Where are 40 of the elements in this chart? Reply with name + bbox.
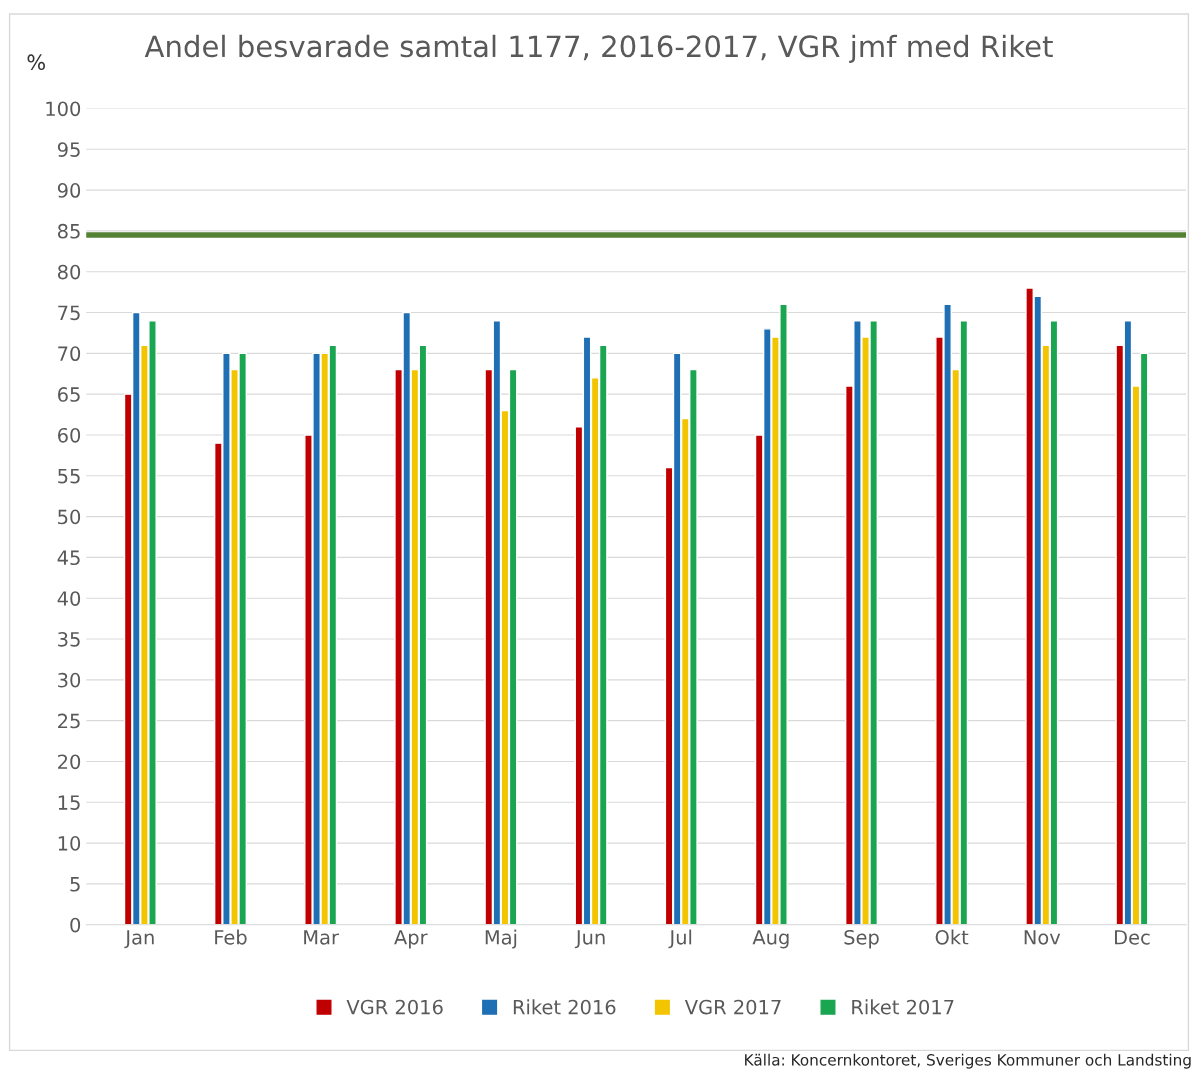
y-tick-label: 65 <box>58 387 80 402</box>
y-tick-label: 40 <box>57 591 81 606</box>
text: Källa: Koncernkontoret, Sveriges Kommuner och Landsting <box>745 1053 1191 1069</box>
y-tick-label: 60 <box>58 427 81 443</box>
y-tick-label: 30 <box>58 672 81 688</box>
y-tick-label: 55 <box>58 468 80 484</box>
y-tick-label: 35 <box>58 631 80 647</box>
x-tick-label: Feb <box>215 929 247 945</box>
x-tick-label: Nov <box>1024 930 1061 945</box>
x-tick-label: Mar <box>304 930 339 945</box>
x-tick-label: Jul <box>668 929 692 949</box>
legend-label: VGR 2017 <box>684 999 781 1015</box>
y-tick-label: 100 <box>46 101 81 117</box>
x-tick-label: Maj <box>485 929 517 949</box>
y-tick-label: 10 <box>58 836 81 851</box>
y-tick-label: 75 <box>58 305 80 321</box>
y-tick-label: 80 <box>57 264 81 280</box>
y-tick-label: 95 <box>57 142 80 157</box>
y-tick-label: 45 <box>57 550 80 566</box>
y-tick-label: 0 <box>70 917 81 933</box>
y-tick-label: 15 <box>58 795 80 810</box>
y-tick-label: 20 <box>58 754 81 770</box>
x-tick-label: Aug <box>752 930 789 949</box>
x-tick-label: Sep <box>844 929 879 949</box>
y-tick-label: 50 <box>58 509 81 525</box>
chart-title: Andel besvarade samtal 1177, 2016-2017, VGR jmf med Riket <box>144 34 1053 63</box>
x-tick-label: Apr <box>394 930 428 949</box>
legend-label: VGR 2016 <box>346 999 443 1015</box>
y-tick-label: 25 <box>58 713 80 729</box>
x-tick-label: Jan <box>124 930 154 949</box>
x-tick-label: Jun <box>574 930 605 949</box>
y-axis-title: % <box>27 54 45 71</box>
x-tick-label: Okt <box>935 929 969 945</box>
y-tick-label: 90 <box>57 183 81 198</box>
legend-label: Riket 2016 <box>513 999 616 1015</box>
legend-label: Riket 2017 <box>852 999 954 1015</box>
y-tick-label: 85 <box>57 223 80 239</box>
y-tick-label: 5 <box>70 877 80 892</box>
y-tick-label: 70 <box>58 346 81 362</box>
x-tick-label: Dec <box>1115 930 1150 945</box>
